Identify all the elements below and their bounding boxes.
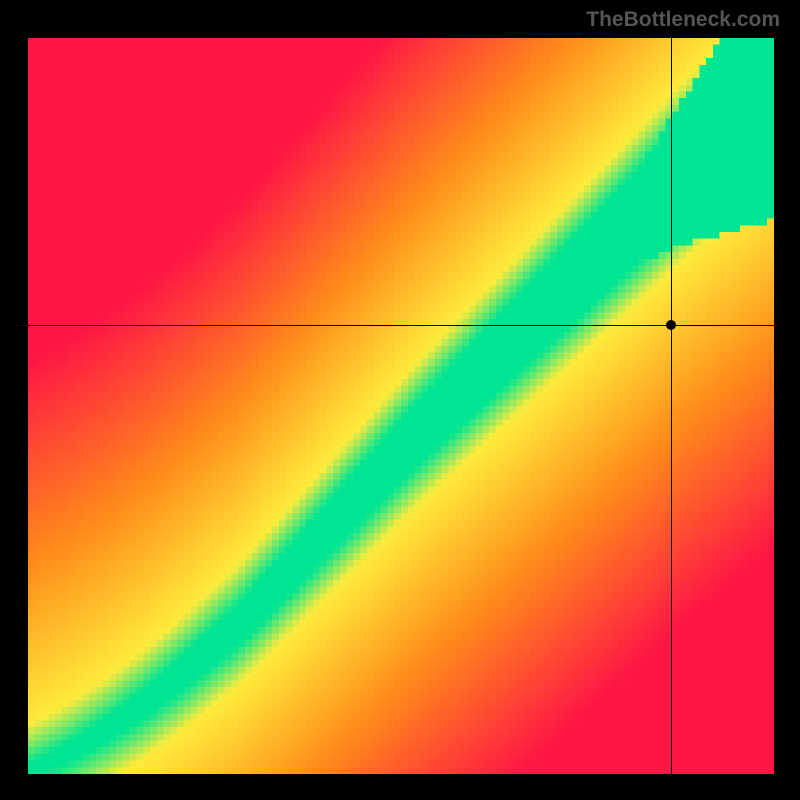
crosshair-horizontal (28, 325, 774, 326)
plot-area (28, 38, 774, 774)
watermark-text: TheBottleneck.com (586, 8, 780, 32)
chart-container: TheBottleneck.com (0, 0, 800, 800)
crosshair-vertical (671, 38, 672, 774)
crosshair-marker (666, 320, 676, 330)
heatmap-canvas (28, 38, 774, 774)
